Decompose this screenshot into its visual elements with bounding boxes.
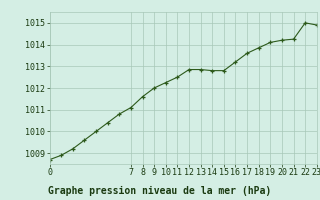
Text: Graphe pression niveau de la mer (hPa): Graphe pression niveau de la mer (hPa): [48, 186, 272, 196]
